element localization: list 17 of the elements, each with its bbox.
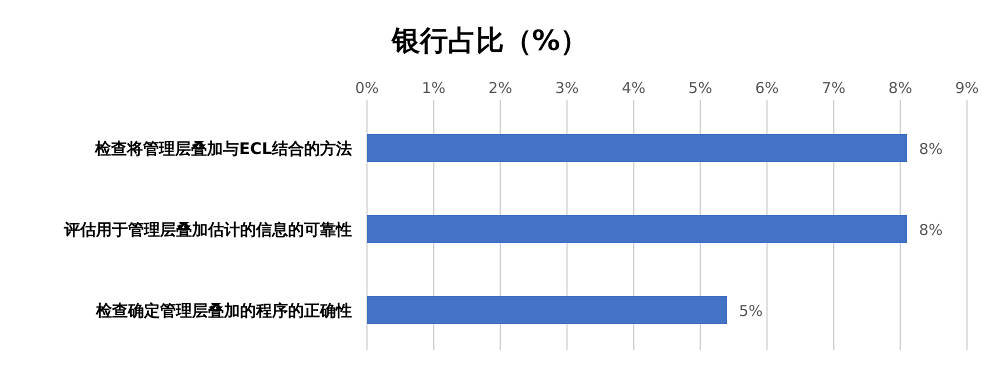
x-tick-label: 8% [888, 79, 912, 97]
y-tick-label: 检查将管理层叠加与ECL结合的方法 [94, 139, 352, 158]
data-label: 8% [919, 140, 943, 158]
data-label: 8% [919, 221, 943, 239]
x-tick-label: 5% [688, 79, 712, 97]
x-tick-label: 9% [955, 79, 979, 97]
x-tick-label: 6% [755, 79, 779, 97]
x-tick-label: 0% [355, 79, 379, 97]
data-label: 5% [739, 302, 763, 320]
x-tick-label: 1% [422, 79, 446, 97]
x-tick-label: 4% [622, 79, 646, 97]
x-tick-label: 7% [822, 79, 846, 97]
y-tick-label: 评估用于管理层叠加估计的信息的可靠性 [63, 220, 352, 239]
y-tick-label: 检查确定管理层叠加的程序的正确性 [95, 301, 352, 320]
x-tick-label: 2% [488, 79, 512, 97]
chart-title: 银行占比（%） [390, 24, 588, 57]
x-tick-label: 3% [555, 79, 579, 97]
